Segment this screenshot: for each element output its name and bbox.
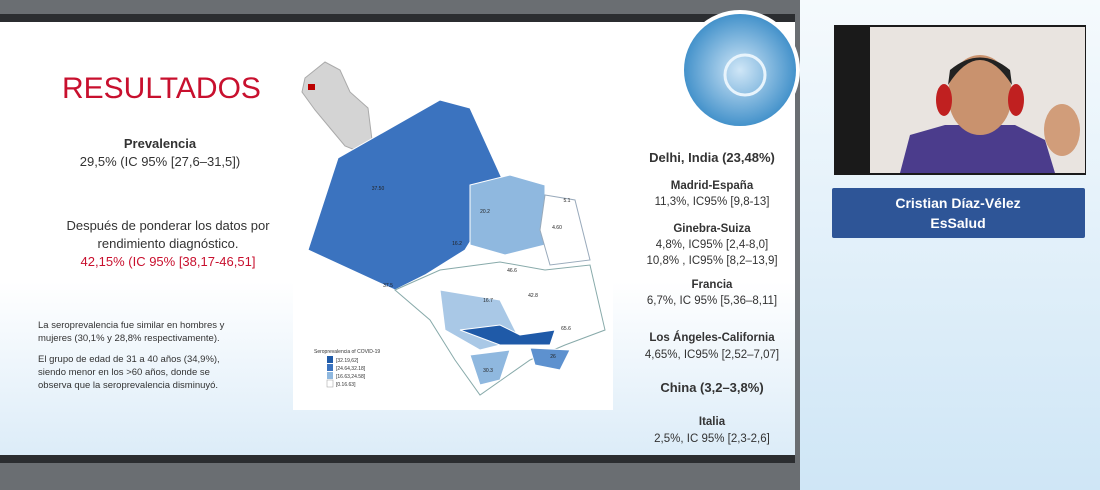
virus-image xyxy=(680,10,800,130)
comparison-place: Francia xyxy=(692,279,734,291)
prevalence-heading: Prevalencia xyxy=(124,136,197,151)
region-label: 26 xyxy=(550,354,556,360)
region-label: 5.1 xyxy=(564,198,571,204)
legend-items: [32.19,62] [24.64,32.18] [16.63,24.58] [0.1… xyxy=(336,358,366,388)
region-labels: 37.50 20.2 5.1 4.60 16.2 37.5 46.6 42.8 16.7 65.6… xyxy=(372,186,571,374)
speaker-face xyxy=(948,55,1012,135)
headphones xyxy=(936,84,952,116)
weighted-line: Después de ponderar los datos por xyxy=(66,218,270,233)
legend-item: [16.63,24.58] xyxy=(336,374,366,380)
speaker-hair xyxy=(948,57,1012,85)
weighted-value: 42,15% (IC 95% [38,17-46,51] xyxy=(81,254,256,269)
prevalence-value: 29,5% (IC 95% [27,6–31,5]) xyxy=(80,154,240,169)
legend-swatch xyxy=(326,379,334,388)
region-label: 20.2 xyxy=(480,209,490,215)
comparison-value: 4,65%, IC95% [2,52–7,07] xyxy=(645,349,779,361)
headphones xyxy=(1008,84,1024,116)
region-label: 16.2 xyxy=(452,241,462,247)
region-label: 46.6 xyxy=(507,268,517,274)
region-label: 4.60 xyxy=(552,225,562,231)
map-region xyxy=(539,194,591,266)
map-region xyxy=(469,349,511,386)
slide-title: RESULTADOS xyxy=(62,72,261,105)
map-region xyxy=(459,324,556,346)
region-label: 37.50 xyxy=(372,186,385,192)
comparison-place: Delhi, India (23,48%) xyxy=(649,150,775,165)
speaker-organization: EsSalud xyxy=(930,215,985,231)
note-line: observa que la seroprevalencia disminuyó… xyxy=(38,380,218,391)
comparison-value: 11,3%, IC95% [9,8-13] xyxy=(655,196,770,208)
top-bar xyxy=(0,14,795,22)
comparison-place: China (3,2–3,8%) xyxy=(660,380,763,395)
region-label: 30.3 xyxy=(483,368,493,374)
bottom-bar xyxy=(0,455,795,463)
comparison-place: Madrid-España xyxy=(671,180,754,192)
legend-swatch xyxy=(327,372,333,379)
region-label: 16.7 xyxy=(483,298,493,304)
legend-item: [0.16.63] xyxy=(336,382,356,388)
region-label: 42.8 xyxy=(528,293,538,299)
comparison-place: Ginebra-Suiza xyxy=(673,223,751,235)
notes: La seroprevalencia fue similar en hombre… xyxy=(38,320,225,391)
weighted-line: rendimiento diagnóstico. xyxy=(98,236,239,251)
note-line: El grupo de edad de 31 a 40 años (34,9%)… xyxy=(38,354,220,365)
region-label: 65.6 xyxy=(561,326,571,332)
name-card xyxy=(832,188,1085,238)
note-line: mujeres (30,1% y 28,8% respectivamente). xyxy=(38,333,220,344)
legend-swatch xyxy=(327,356,333,363)
comparison-value: 10,8% , IC95% [8,2–13,9] xyxy=(646,255,777,267)
comparison-value: 2,5%, IC 95% [2,3-2,6] xyxy=(654,433,770,445)
comparison-value: 4,8%, IC95% [2,4-8,0] xyxy=(656,239,769,251)
region-label: 37.5 xyxy=(383,283,393,289)
note-line: siendo menor en los >60 años, donde se xyxy=(38,367,210,378)
map-region xyxy=(529,347,571,371)
legend-item: [24.64,32.18] xyxy=(336,366,366,372)
note-line: La seroprevalencia fue similar en hombre… xyxy=(38,320,225,331)
comparison-place: Los Ángeles-California xyxy=(649,331,775,344)
speaker-hand xyxy=(1044,104,1080,156)
comparison-value: 6,7%, IC 95% [5,36–8,11] xyxy=(647,295,777,307)
speaker-body xyxy=(900,125,1055,173)
comparisons: Delhi, India (23,48%) Madrid-España 11,3%,… xyxy=(645,150,779,445)
legend-item: [32.19,62] xyxy=(336,358,359,364)
legend-title: Seroprevalencia of COVID-19 xyxy=(314,349,380,355)
legend-swatch xyxy=(327,364,333,371)
comparison-place: Italia xyxy=(699,416,726,428)
region-marker xyxy=(308,84,315,90)
speaker-name: Cristian Díaz-Vélez xyxy=(895,195,1020,211)
map-region xyxy=(469,174,546,256)
virus-icon xyxy=(723,53,767,97)
